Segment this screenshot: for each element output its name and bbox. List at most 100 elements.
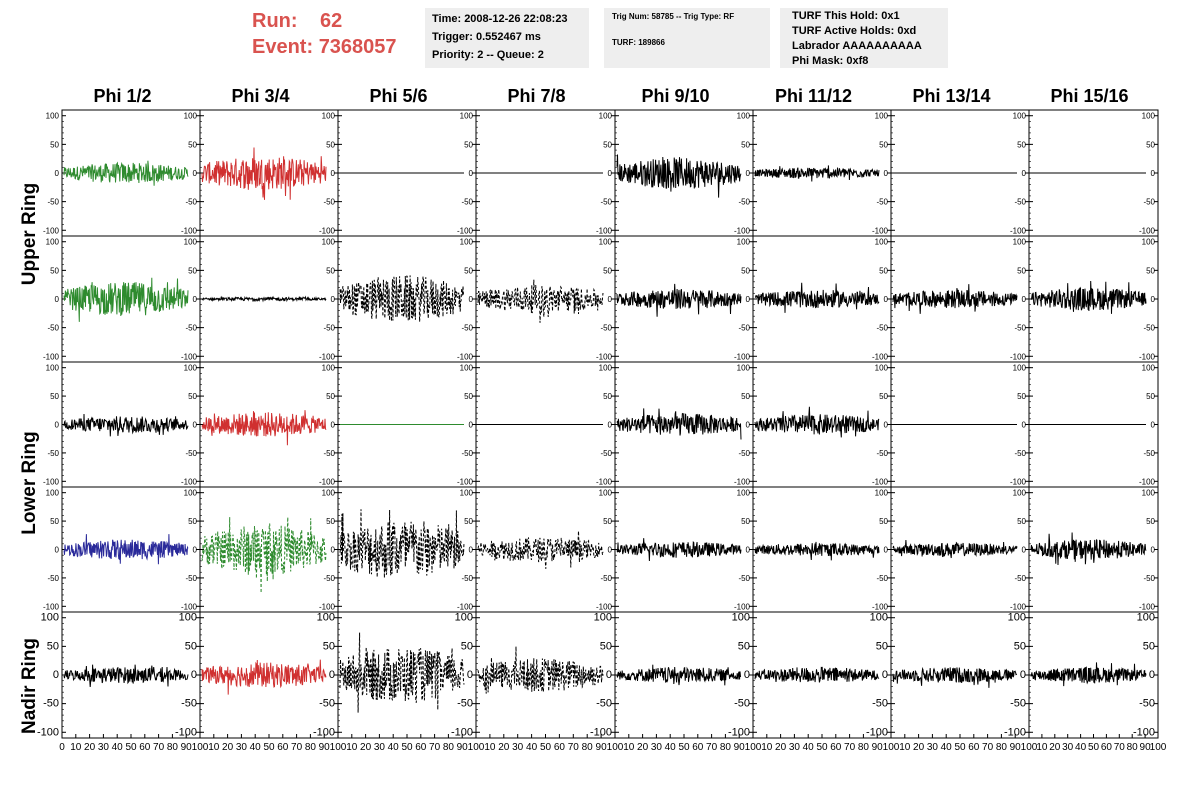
x-tick-label: 30 — [651, 742, 663, 753]
panel-r5-c6: -100 -50 0 50 100 — [752, 611, 892, 739]
y-tick-label: 100 — [599, 238, 613, 247]
phi-col-4-header: Phi 7/8 — [507, 86, 566, 106]
x-tick-label: 30 — [927, 742, 939, 753]
y-tick-label: -50 — [461, 449, 473, 458]
y-tick-label: 0 — [1022, 421, 1027, 430]
labrador-text: Labrador AAAAAAAAAA — [792, 40, 922, 52]
waveform-trace — [477, 646, 604, 694]
y-tick-label: 50 — [741, 392, 750, 401]
x-tick-label: 80 — [305, 742, 317, 753]
y-tick-label: -50 — [323, 324, 335, 333]
y-tick-label: 50 — [461, 640, 473, 652]
x-tick-label: 100 — [1021, 742, 1038, 753]
y-tick-label: 100 — [322, 364, 336, 373]
y-tick-label: -50 — [181, 698, 197, 710]
y-tick-label: -100 — [866, 726, 888, 738]
panel-r2-c8: -100 -50 0 50 100 — [1028, 235, 1159, 363]
phi-col-7-header: Phi 13/14 — [912, 86, 991, 106]
y-tick-label: 0 — [1022, 169, 1027, 178]
y-tick-label: -100 — [451, 726, 473, 738]
y-tick-label: 50 — [603, 266, 612, 275]
y-tick-label: 0 — [608, 295, 613, 304]
y-tick-label: -50 — [872, 698, 888, 710]
x-tick-label: 70 — [1114, 742, 1126, 753]
x-tick-label: 20 — [775, 742, 787, 753]
x-tick-label: 100 — [192, 742, 209, 753]
y-tick-label: 0 — [191, 669, 197, 681]
y-tick-label: 50 — [1017, 266, 1026, 275]
y-tick-label: 100 — [179, 612, 197, 624]
y-tick-label: -100 — [728, 726, 750, 738]
x-tick-label: 40 — [526, 742, 538, 753]
x-tick-label: 50 — [125, 742, 137, 753]
y-tick-label: 0 — [884, 421, 889, 430]
y-tick-label: 0 — [1020, 669, 1026, 681]
y-tick-label: -50 — [185, 324, 197, 333]
y-tick-label: 100 — [184, 112, 198, 121]
y-tick-label: -50 — [43, 698, 59, 710]
x-tick-label: 60 — [277, 742, 289, 753]
y-tick-label: -50 — [47, 574, 59, 583]
x-tick-label: 100 — [468, 742, 485, 753]
y-tick-label: -50 — [457, 698, 473, 710]
x-tick-label: 10 — [346, 742, 358, 753]
panel-r4-c1: -100 -100 -50 -50 0 0 50 50 100 100 — [43, 486, 201, 613]
y-tick-label: 50 — [1146, 140, 1155, 149]
x-tick-label: 30 — [789, 742, 801, 753]
y-tick-label: 0 — [193, 546, 198, 555]
x-tick-label: 60 — [415, 742, 427, 753]
x-tick-label: 90 — [596, 742, 608, 753]
phi-col-6-header: Phi 11/12 — [774, 86, 853, 106]
y-tick-label: -50 — [738, 574, 750, 583]
y-tick-label: -50 — [1143, 198, 1155, 207]
panel-r2-c2: -100 -50 0 50 100 — [199, 235, 339, 363]
x-tick-label: 20 — [84, 742, 96, 753]
y-tick-label: 50 — [188, 392, 197, 401]
y-tick-label: 50 — [1146, 392, 1155, 401]
panel-r1-c6: -100 -50 0 50 100 — [752, 109, 892, 237]
y-tick-label: 0 — [744, 669, 750, 681]
y-tick-label: 0 — [746, 295, 751, 304]
y-tick-label: 50 — [188, 266, 197, 275]
y-tick-label: -100 — [457, 352, 474, 361]
trig-info-box: Trig Num: 58785 -- Trig Type: RF TURF: 1… — [604, 8, 770, 68]
panel-r1-c1: -100 -100 -50 -50 0 0 50 50 100 100 — [43, 109, 201, 237]
x-tick-label: 100 — [883, 742, 900, 753]
x-tick-label: 80 — [858, 742, 870, 753]
y-tick-label: -100 — [590, 726, 612, 738]
y-tick-label: 100 — [184, 364, 198, 373]
waveform-trace — [339, 509, 465, 578]
y-tick-label: -50 — [47, 198, 59, 207]
y-tick-label: 100 — [1013, 238, 1027, 247]
waveform-trace — [63, 413, 189, 437]
y-tick-label: 0 — [469, 546, 474, 555]
y-tick-label: 100 — [1142, 489, 1156, 498]
y-tick-label: -50 — [319, 698, 335, 710]
waveform-trace — [754, 406, 880, 438]
y-tick-label: 100 — [599, 489, 613, 498]
waveform-trace — [201, 147, 327, 200]
y-tick-label: -100 — [1010, 226, 1027, 235]
y-tick-label: -50 — [596, 698, 612, 710]
waveform-trace — [616, 283, 742, 317]
y-tick-label: -50 — [876, 198, 888, 207]
panel-r3-c1: -100 -100 -50 -50 0 0 50 50 100 100 — [43, 361, 201, 488]
y-tick-label: -50 — [185, 198, 197, 207]
y-tick-label: -100 — [596, 602, 613, 611]
y-tick-label: 50 — [741, 266, 750, 275]
y-tick-label: 50 — [188, 517, 197, 526]
phi-col-3-header: Phi 5/6 — [369, 86, 428, 106]
y-tick-label: 100 — [732, 612, 750, 624]
y-tick-label: 50 — [879, 266, 888, 275]
panel-r2-c6: -100 -50 0 50 100 — [752, 235, 892, 363]
x-tick-label: 90 — [1140, 742, 1152, 753]
y-tick-label: 100 — [875, 238, 889, 247]
run-value: 62 — [320, 10, 343, 32]
x-tick-label: 40 — [941, 742, 953, 753]
panel-r1-c7: -100 -50 0 50 100 — [890, 109, 1030, 237]
run-label: Run: — [252, 10, 298, 32]
panel-r1-c2: -100 -50 0 50 100 — [199, 109, 339, 237]
y-tick-label: 0 — [608, 546, 613, 555]
y-tick-label: -100 — [457, 226, 474, 235]
y-tick-label: 0 — [467, 669, 473, 681]
